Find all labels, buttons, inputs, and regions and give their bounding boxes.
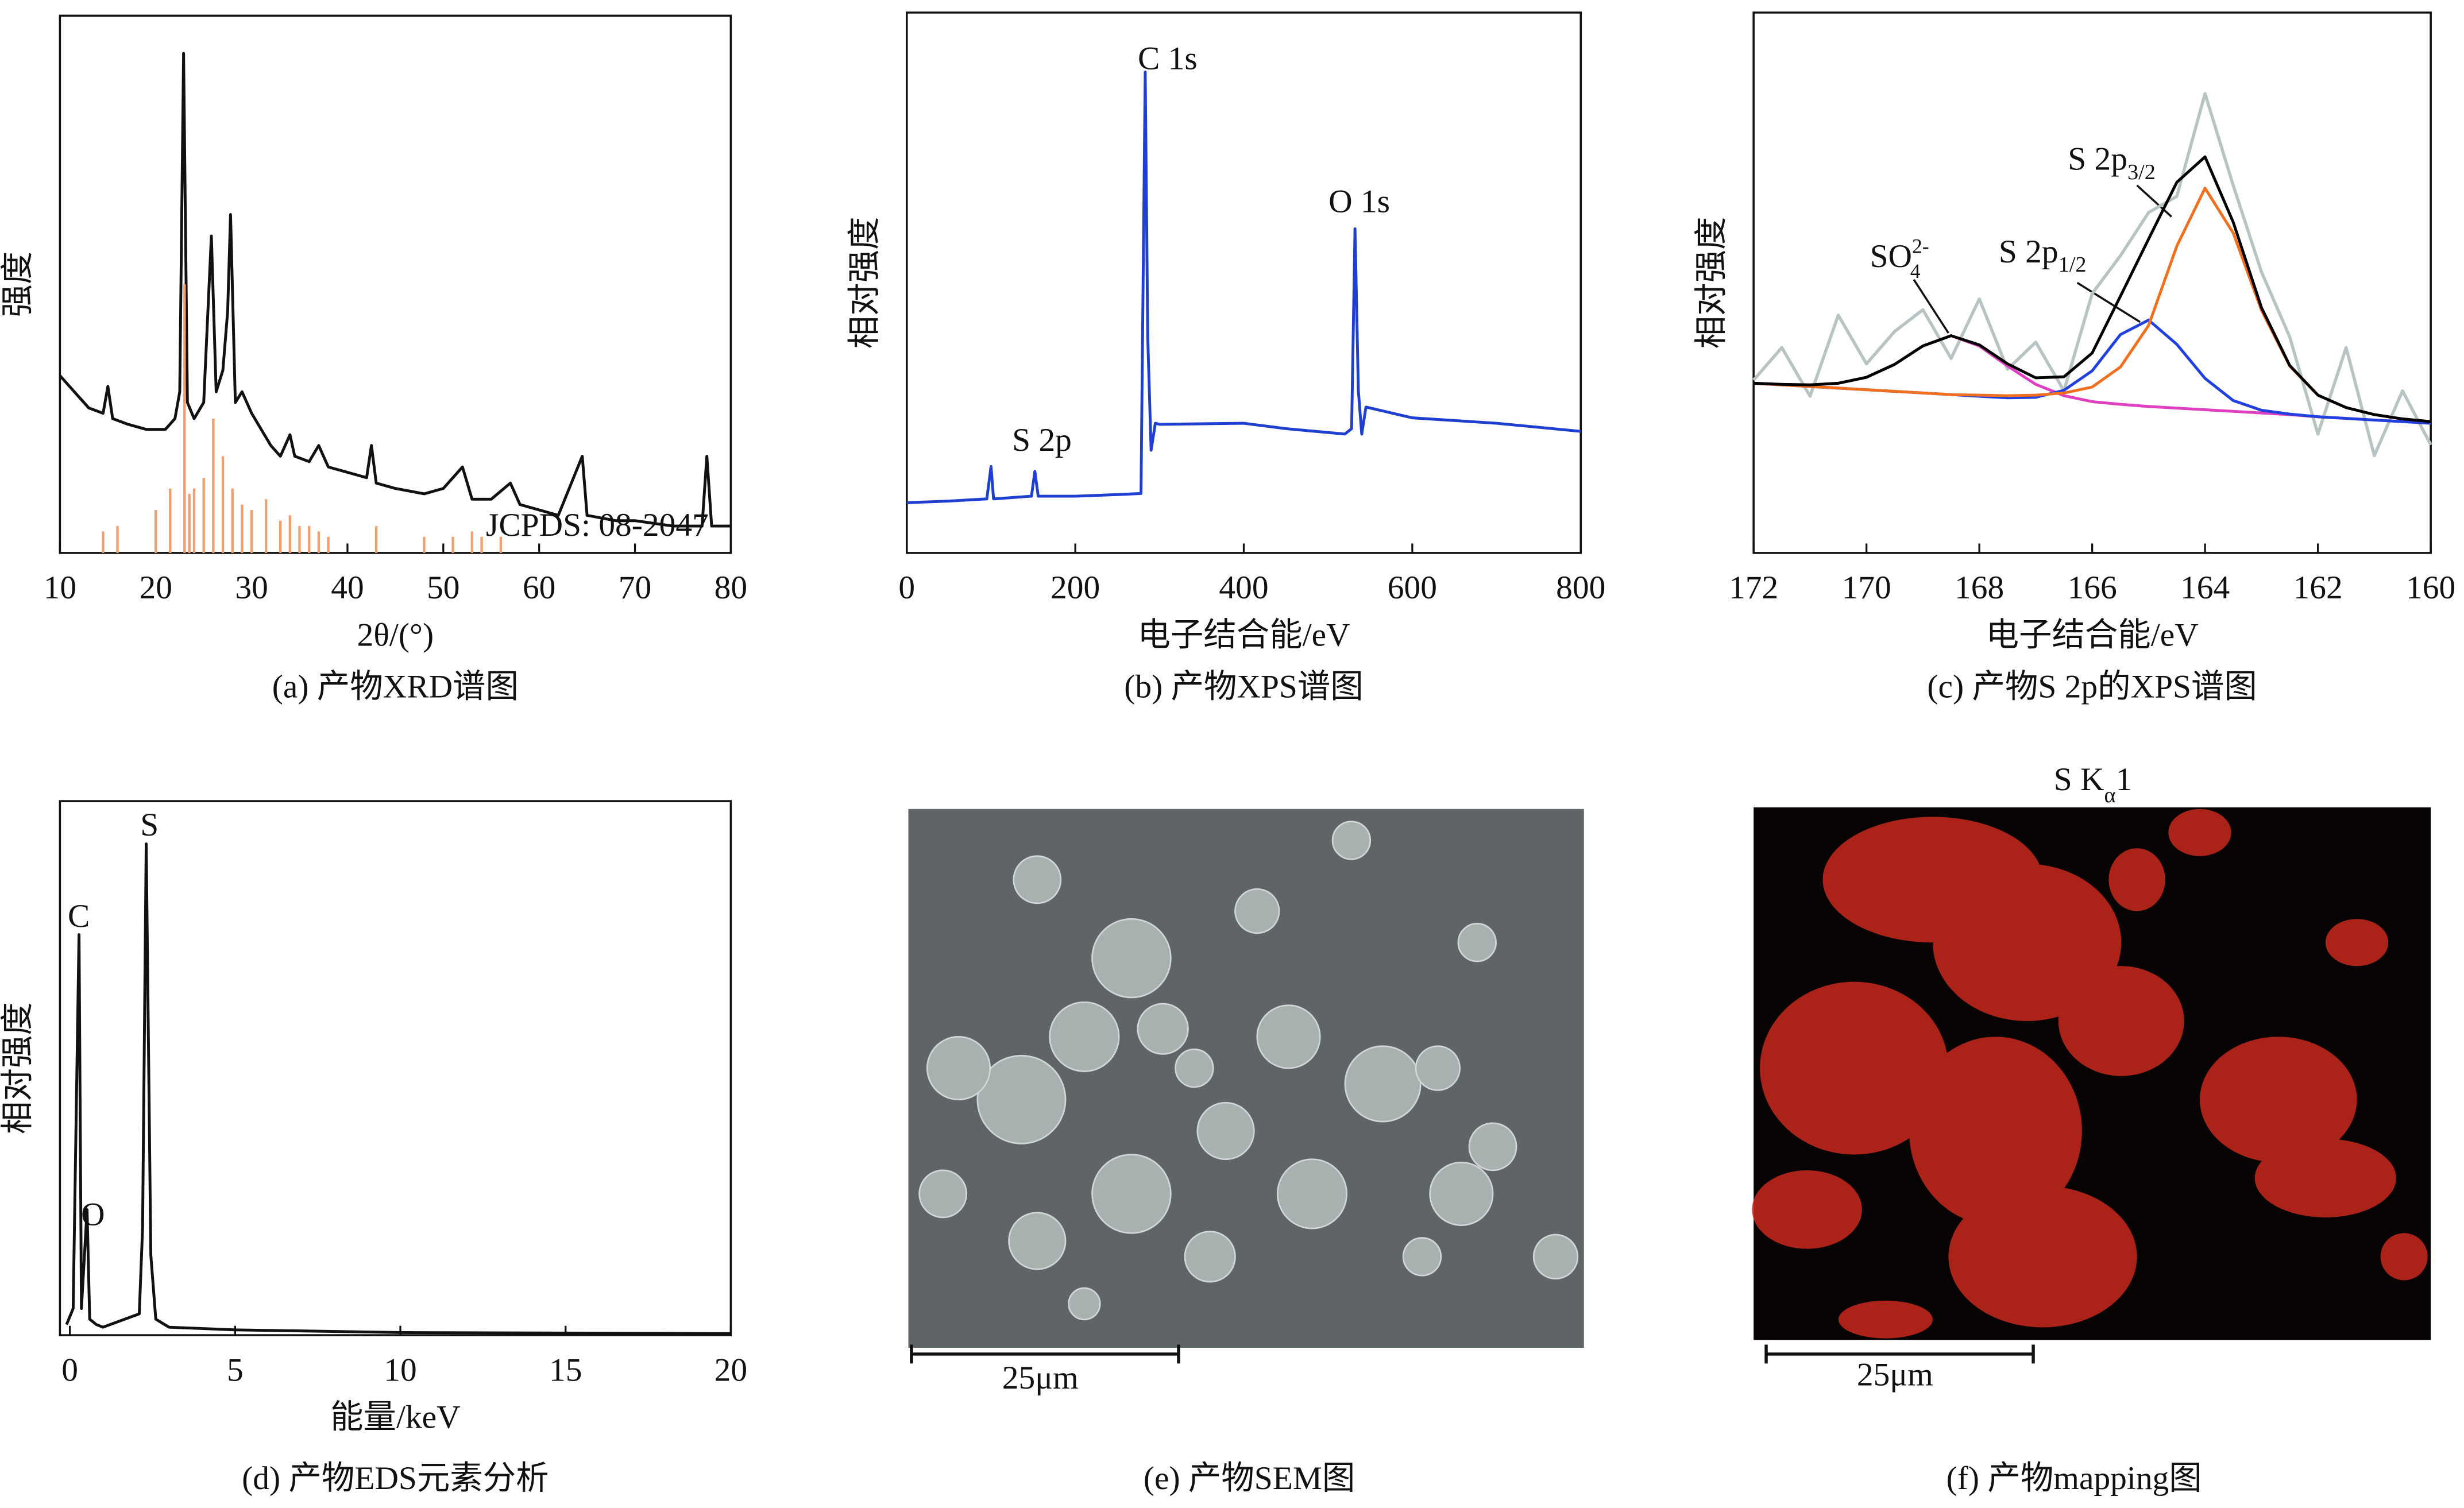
x-axis-label: 2θ/(°) bbox=[357, 617, 434, 653]
plot-frame bbox=[59, 800, 732, 1336]
annotation: S 2p1/2 bbox=[1999, 234, 2087, 277]
x-tick-label: 172 bbox=[1729, 570, 1778, 606]
title-tail: 1 bbox=[2116, 761, 2133, 798]
x-tick-label: 166 bbox=[2068, 570, 2117, 606]
x-tick-label: 40 bbox=[331, 570, 364, 606]
chart-panel: 10 20 30 40 50 60 70 80 2θ/(°) 强度 (a) 产物XRD谱图 JCPDS… bbox=[0, 14, 747, 705]
sem-image bbox=[908, 809, 1584, 1348]
spectrum-line bbox=[65, 842, 731, 1335]
annotation: O bbox=[81, 1197, 105, 1233]
spectrum-line bbox=[1754, 155, 2431, 423]
scale-bar-label: 25μm bbox=[1857, 1357, 1933, 1393]
x-tick-label: 60 bbox=[523, 570, 555, 606]
x-tick-label: 168 bbox=[1955, 570, 2004, 606]
annotation-text: O 1s bbox=[1328, 183, 1390, 219]
annotation-text: O bbox=[81, 1197, 105, 1233]
x-tick-label: 80 bbox=[715, 570, 747, 606]
mapping-image bbox=[1752, 807, 2431, 1340]
y-axis-label: 相对强度 bbox=[847, 217, 883, 349]
plot-frame bbox=[59, 14, 732, 554]
chart-panel: 172 170 168 166 164 162 160 电子结合能/eV 相对强度 (c) 产物S… bbox=[1693, 11, 2455, 705]
spectrum-line bbox=[906, 70, 1581, 504]
annotation: S 2p3/2 bbox=[2068, 141, 2156, 184]
annotation-text: S bbox=[140, 807, 159, 843]
annotation-sup: 2- bbox=[1912, 234, 1929, 257]
x-tick-label: 10 bbox=[44, 570, 76, 606]
x-axis-label: 电子结合能/eV bbox=[1137, 617, 1350, 653]
caption: (d) 产物EDS元素分析 bbox=[242, 1460, 549, 1497]
caption: (e) 产物SEM图 bbox=[1144, 1460, 1355, 1497]
annotation: C bbox=[68, 898, 90, 934]
x-tick-label: 20 bbox=[140, 570, 172, 606]
annotation: S 2p bbox=[1012, 422, 1072, 458]
caption: (c) 产物S 2p的XPS谱图 bbox=[1927, 669, 2257, 705]
annotation-sub: 1/2 bbox=[2059, 253, 2087, 277]
x-tick-label: 160 bbox=[2406, 570, 2455, 606]
x-tick-label: 164 bbox=[2180, 570, 2230, 606]
annotation-text: SO bbox=[1870, 238, 1912, 274]
scale-bar-label: 25μm bbox=[1002, 1360, 1079, 1396]
chart-panel: 0 200 400 600 800 电子结合能/eV 相对强度 (b) 产物XPS谱图 C 1s… bbox=[847, 11, 1605, 705]
annotation-text: S 2p bbox=[2068, 141, 2127, 177]
title-text: S K bbox=[2054, 761, 2104, 798]
annotation-sub: 4 bbox=[1910, 260, 1921, 283]
image-title: S Kα1 bbox=[2054, 761, 2133, 807]
caption: (b) 产物XPS谱图 bbox=[1124, 669, 1363, 705]
annotation-sub: 3/2 bbox=[2127, 160, 2156, 184]
x-tick-label: 0 bbox=[898, 570, 915, 606]
annotation-text: S 2p bbox=[1012, 422, 1072, 458]
annotation-text: JCPDS: 08-2047 bbox=[486, 507, 709, 543]
annotation-text: S 2p bbox=[1999, 234, 2059, 270]
x-axis-label: 能量/keV bbox=[330, 1399, 461, 1435]
annotation: S bbox=[140, 807, 159, 843]
annotation: O 1s bbox=[1328, 183, 1390, 219]
caption: (a) 产物XRD谱图 bbox=[272, 669, 519, 705]
title-sub: α bbox=[2104, 783, 2116, 807]
y-axis-label: 相对强度 bbox=[1693, 217, 1729, 349]
annotation-arrows bbox=[1913, 184, 2172, 334]
caption: (f) 产物mapping图 bbox=[1947, 1460, 2202, 1497]
y-axis-label: 强度 bbox=[0, 252, 36, 318]
annotation-text: C bbox=[68, 898, 90, 934]
x-tick-label: 162 bbox=[2293, 570, 2343, 606]
annotation: JCPDS: 08-2047 bbox=[486, 507, 709, 543]
spectrum-line bbox=[1752, 92, 2432, 458]
x-tick-label: 0 bbox=[61, 1352, 78, 1388]
chart-panel: 0 5 10 15 20 能量/keV 相对强度 (d) 产物EDS元素分析 C O S bbox=[0, 800, 747, 1497]
x-tick-label: 20 bbox=[715, 1352, 747, 1388]
x-tick-label: 50 bbox=[427, 570, 459, 606]
x-axis-label: 电子结合能/eV bbox=[1986, 617, 2199, 653]
x-tick-label: 400 bbox=[1219, 570, 1268, 606]
x-tick-label: 800 bbox=[1556, 570, 1605, 606]
y-axis-label: 相对强度 bbox=[0, 1002, 36, 1134]
x-tick-label: 5 bbox=[227, 1352, 244, 1388]
x-tick-label: 170 bbox=[1842, 570, 1891, 606]
annotation-text: C 1s bbox=[1138, 40, 1198, 76]
x-tick-label: 15 bbox=[549, 1352, 582, 1388]
annotation: C 1s bbox=[1138, 40, 1198, 76]
annotation: SO2- 4 bbox=[1870, 234, 1929, 283]
x-tick-label: 600 bbox=[1388, 570, 1437, 606]
x-tick-label: 30 bbox=[235, 570, 268, 606]
spectrum-line bbox=[59, 52, 731, 528]
x-tick-label: 10 bbox=[384, 1352, 416, 1388]
x-tick-label: 200 bbox=[1051, 570, 1100, 606]
x-tick-label: 70 bbox=[619, 570, 651, 606]
